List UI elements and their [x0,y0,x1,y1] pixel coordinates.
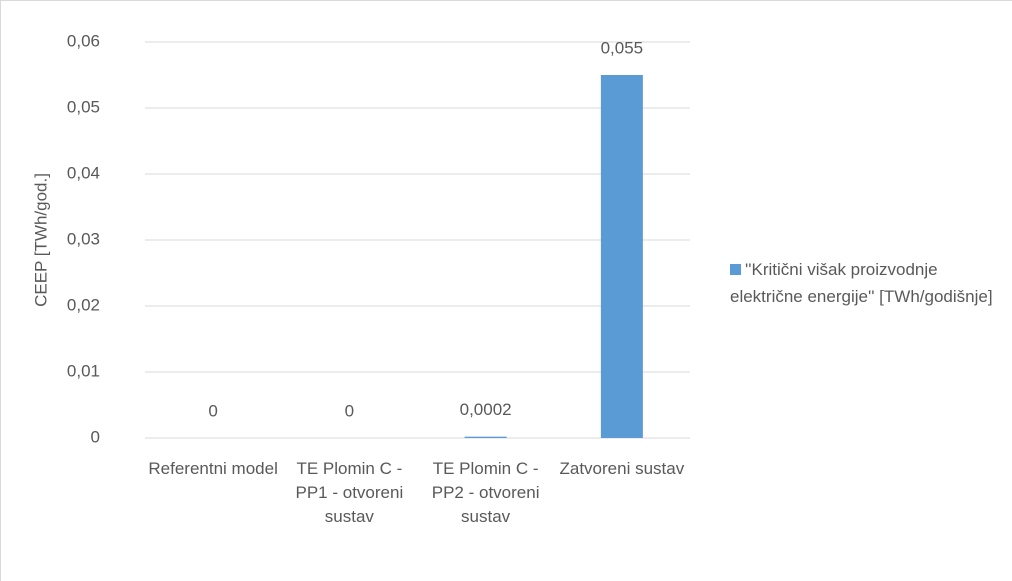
legend-swatch [730,264,741,275]
x-tick-label: Referentni model [148,459,278,478]
y-tick-label: 0,06 [67,31,100,50]
data-label: 0,055 [601,38,644,57]
data-label: 0 [208,401,217,420]
y-tick-label: 0,01 [67,361,100,380]
x-tick-label: TE Plomin C - PP1 - otvoreni sustav [295,459,404,526]
y-tick-label: 0,04 [67,163,100,182]
bar [600,75,643,438]
y-axis-label: CEEP [TWh/god.] [31,173,50,307]
y-tick-label: 0 [91,427,100,446]
y-tick-label: 0,03 [67,229,100,248]
x-tick-label: Zatvoreni sustav [559,459,685,478]
y-tick-label: 0,02 [67,295,100,314]
bar [464,436,507,438]
legend: ''Kritični višak proizvodnje električne … [730,256,1000,310]
data-label: 0 [345,401,354,420]
legend-label: ''Kritični višak proizvodnje električne … [730,260,993,306]
y-tick-label: 0,05 [67,97,100,116]
x-tick-label: TE Plomin C - PP2 - otvoreni sustav [431,459,540,526]
data-label: 0,0002 [460,400,512,419]
